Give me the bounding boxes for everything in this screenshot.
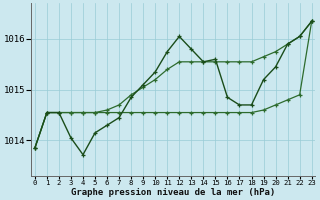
X-axis label: Graphe pression niveau de la mer (hPa): Graphe pression niveau de la mer (hPa) — [71, 188, 276, 197]
